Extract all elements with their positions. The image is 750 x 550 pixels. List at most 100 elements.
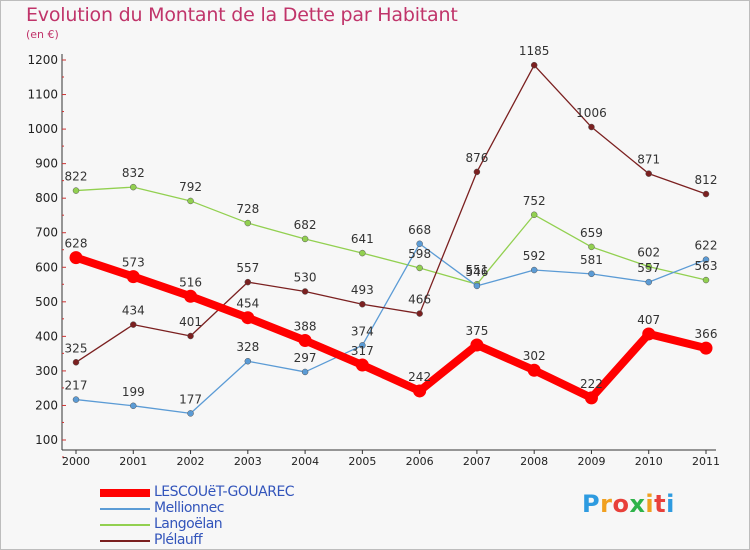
legend-swatch (100, 508, 150, 510)
data-point (355, 358, 369, 372)
data-point (72, 359, 80, 366)
legend-label: Langoëlan (154, 516, 223, 532)
data-label: 557 (637, 261, 660, 275)
data-label: 573 (122, 256, 145, 270)
y-tick-label: 800 (35, 191, 58, 205)
data-point (588, 270, 595, 278)
legend-swatch (100, 540, 150, 542)
data-point (359, 249, 366, 257)
legend-label: Plélauff (154, 532, 203, 548)
logo-letter: P (582, 490, 601, 518)
x-tick-label: 2000 (62, 455, 90, 468)
data-point (645, 263, 652, 270)
series-0 (69, 251, 713, 405)
data-label: 546 (465, 265, 488, 279)
data-point (244, 278, 252, 286)
proxiti-logo: Proxiti (582, 490, 675, 518)
x-tick-label: 2004 (291, 455, 319, 468)
data-point (126, 270, 140, 284)
x-tick-label: 2010 (635, 455, 663, 468)
y-tick-label: 100 (35, 433, 58, 447)
data-point (187, 197, 194, 205)
legend-label: LESCOUëT-GOUAREC (154, 484, 295, 500)
data-point (69, 251, 83, 265)
y-tick-label: 1200 (27, 53, 58, 67)
data-label: 659 (580, 226, 603, 240)
data-point (130, 402, 137, 410)
x-tick-label: 2007 (463, 455, 491, 468)
y-axis-unit: (en €) (26, 28, 59, 41)
data-label: 668 (408, 223, 431, 237)
data-point (527, 363, 541, 377)
series-line (75, 243, 707, 415)
data-point (187, 332, 194, 340)
data-point (416, 240, 423, 248)
legend-label: Mellionnec (154, 500, 224, 516)
data-point (301, 235, 309, 243)
data-point (645, 278, 652, 286)
data-label: 752 (523, 194, 546, 208)
x-tick-label: 2009 (577, 455, 605, 468)
data-point (244, 357, 252, 365)
data-point (359, 342, 366, 349)
y-tick-label: 300 (35, 364, 58, 378)
data-point (298, 334, 312, 348)
data-point (588, 123, 595, 131)
series-1 (72, 240, 710, 417)
y-tick-label: 900 (35, 157, 58, 171)
data-label: 792 (179, 180, 202, 194)
y-tick-label: 1000 (27, 122, 58, 136)
logo-letter: r (600, 490, 613, 518)
data-label: 682 (294, 218, 317, 232)
data-point (184, 289, 198, 303)
legend-swatch (100, 524, 150, 526)
data-label: 516 (179, 275, 202, 289)
data-point (72, 187, 80, 194)
data-point (416, 310, 423, 317)
data-point (470, 338, 484, 352)
data-point (530, 211, 538, 219)
data-label: 1006 (576, 106, 607, 120)
y-tick-label: 600 (35, 260, 58, 274)
data-label: 317 (351, 344, 374, 358)
data-label: 434 (122, 304, 145, 318)
data-point (588, 243, 595, 251)
data-label: 217 (65, 379, 88, 393)
data-label: 812 (695, 173, 718, 187)
data-label: 728 (236, 202, 259, 216)
data-label: 563 (695, 259, 718, 273)
data-point (130, 321, 137, 328)
x-tick-label: 2003 (234, 455, 262, 468)
data-label: 493 (351, 283, 374, 297)
data-label: 530 (294, 270, 317, 284)
series-line (72, 253, 710, 402)
data-label: 641 (351, 232, 374, 246)
data-point (473, 168, 481, 176)
data-label: 374 (351, 324, 374, 338)
data-label: 622 (695, 239, 718, 253)
data-point (241, 311, 255, 325)
data-point (702, 276, 710, 284)
data-label: 628 (65, 237, 88, 251)
data-point (702, 256, 710, 263)
y-tick-label: 400 (35, 329, 58, 343)
y-tick-label: 1100 (27, 88, 58, 102)
data-label: 598 (408, 247, 431, 261)
data-label: 222 (580, 377, 603, 391)
data-point (642, 327, 656, 341)
data-label: 375 (465, 324, 488, 338)
data-point (416, 264, 423, 272)
data-point (702, 190, 710, 198)
data-label: 466 (408, 293, 431, 307)
data-label: 602 (637, 246, 660, 260)
data-label: 551 (465, 263, 488, 277)
y-tick-label: 700 (35, 226, 58, 240)
x-tick-label: 2005 (348, 455, 376, 468)
series-line (75, 64, 707, 363)
data-point (645, 170, 652, 177)
x-tick-label: 2001 (119, 455, 147, 468)
data-label: 366 (695, 327, 718, 341)
logo-letter: i (666, 490, 675, 518)
series-line (75, 186, 707, 285)
